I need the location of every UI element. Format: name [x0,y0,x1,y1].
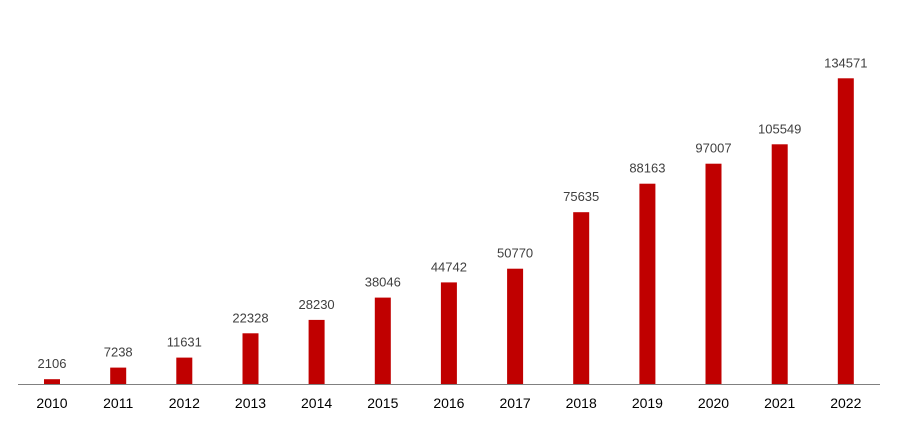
x-tick-label-2022: 2022 [830,395,861,411]
x-tick-label-2018: 2018 [566,395,597,411]
data-label-2015: 38046 [365,275,401,290]
bar-2012 [176,357,193,384]
data-label-2016: 44742 [431,259,467,274]
x-tick-label-2011: 2011 [103,395,133,411]
data-labels-group: 2106 7238 11631 22328 28230 38046 44742 50770 75… [38,55,868,371]
bar-2022 [837,78,854,385]
data-label-2022: 134571 [824,55,867,70]
data-label-2014: 28230 [299,297,335,312]
bar-2015 [374,297,391,384]
x-tick-label-2010: 2010 [36,395,67,411]
x-tick-label-2019: 2019 [632,395,663,411]
bar-2017 [507,268,524,384]
bar-2019 [639,183,656,384]
bar-2016 [440,282,457,384]
data-label-2020: 97007 [695,141,731,156]
data-label-2010: 2106 [38,356,67,371]
x-tick-label-2014: 2014 [301,395,332,411]
x-tick-label-2015: 2015 [367,395,398,411]
bar-2018 [573,212,590,384]
data-label-2018: 75635 [563,189,599,204]
data-label-2012: 11631 [167,335,202,350]
data-label-2021: 105549 [758,121,801,136]
x-tick-label-2013: 2013 [235,395,266,411]
bar-2020 [705,163,722,384]
x-tick-labels-group: 2010 2011 2012 2013 2014 2015 2016 2017 2018 2019… [36,395,861,411]
data-label-2011: 7238 [104,345,133,360]
data-label-2013: 22328 [232,310,268,325]
bar-2011 [110,367,127,384]
x-tick-label-2020: 2020 [698,395,729,411]
x-tick-label-2021: 2021 [764,395,795,411]
data-label-2017: 50770 [497,246,533,261]
x-tick-label-2017: 2017 [500,395,531,411]
data-label-2019: 88163 [629,161,665,176]
bar-2021 [771,144,788,384]
x-tick-label-2016: 2016 [433,395,464,411]
x-tick-label-2012: 2012 [169,395,200,411]
bars-group [44,78,854,385]
bar-2014 [308,319,325,384]
bar-2013 [242,333,259,384]
bar-2010 [44,379,60,384]
